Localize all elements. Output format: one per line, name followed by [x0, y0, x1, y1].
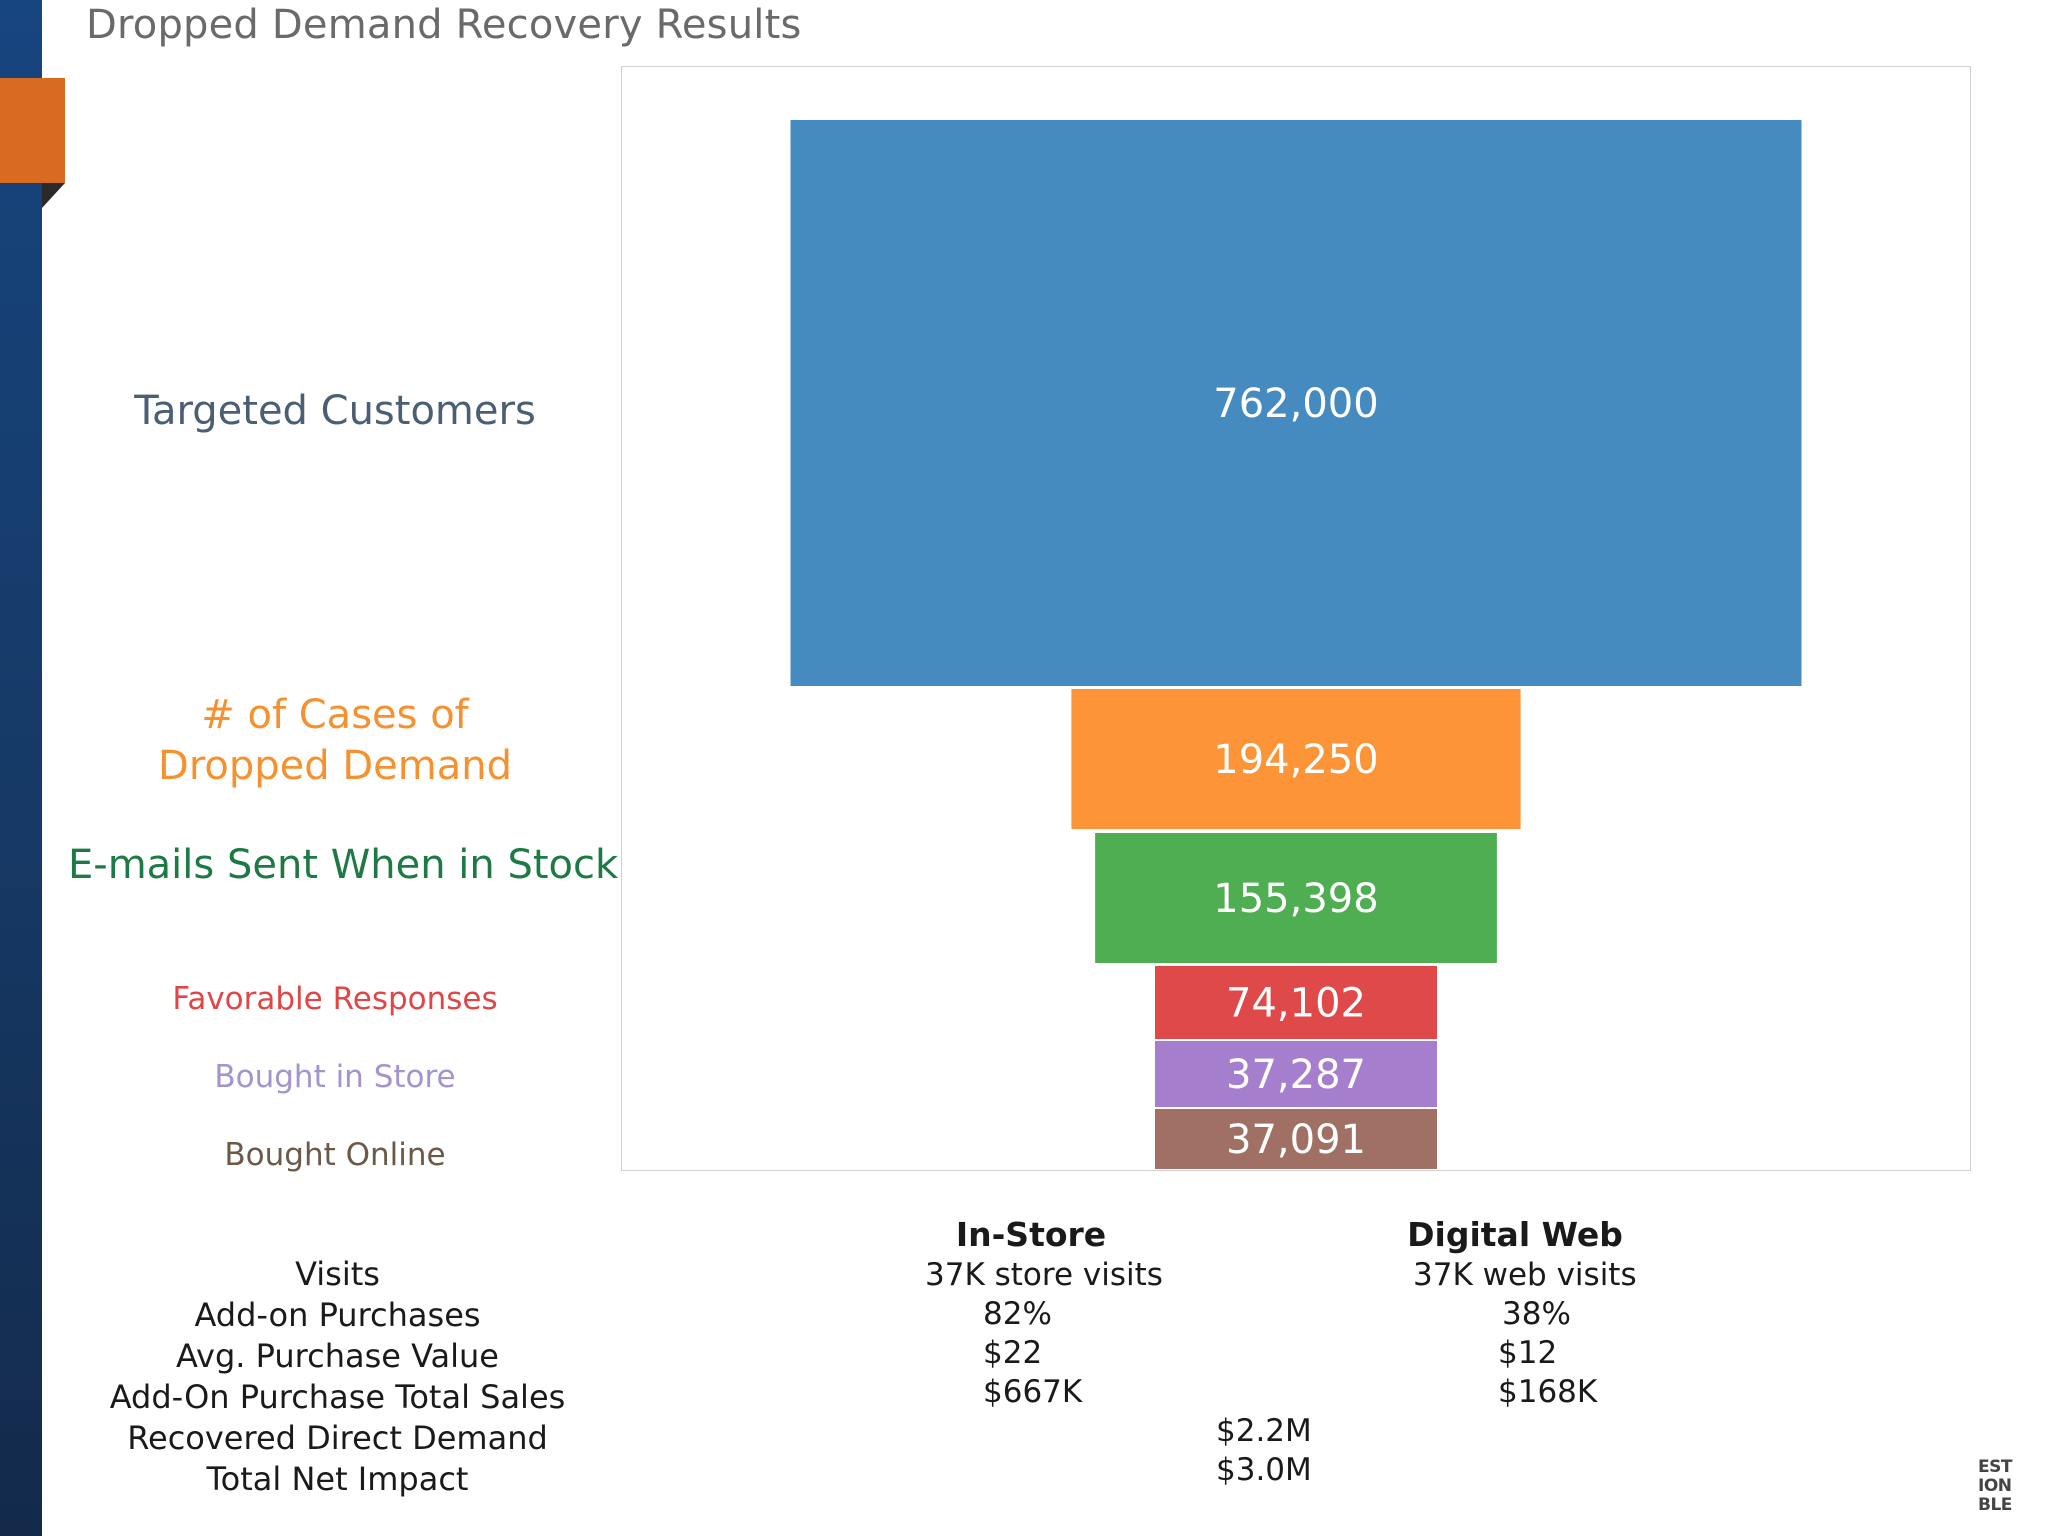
metrics-row-labels: Visits Add-on Purchases Avg. Purchase Va… [100, 1254, 575, 1500]
stage-label-text: # of Cases of Dropped Demand [158, 692, 512, 789]
page-title: Dropped Demand Recovery Results [86, 2, 802, 48]
funnel-bar-3 [1095, 833, 1497, 963]
orange-accent-block [0, 78, 65, 183]
web-visits: 37K web visits [1413, 1257, 1637, 1293]
row-label-total-net-impact: Total Net Impact [206, 1460, 469, 1498]
funnel-chart-frame: 762,000 194,250 155,398 74,102 37,287 37,091 [621, 66, 1971, 1171]
stage-label-text: Favorable Responses [172, 981, 498, 1017]
funnel-value-label-5: 37,287 [1226, 1052, 1366, 1098]
funnel-value-label-2: 194,250 [1213, 737, 1378, 783]
stage-label-text: Bought Online [224, 1137, 446, 1173]
stage-label-bought-in-store: Bought in Store [90, 1059, 580, 1095]
row-label-avg-purchase-value: Avg. Purchase Value [176, 1337, 499, 1375]
row-label-addon-total-sales: Add-On Purchase Total Sales [109, 1378, 566, 1416]
in-store-addon: 82% [983, 1296, 1052, 1332]
funnel-bar-5 [1155, 1041, 1437, 1107]
stage-label-bought-online: Bought Online [90, 1137, 580, 1173]
web-avg-value: $12 [1498, 1335, 1558, 1371]
funnel-chart: 762,000 194,250 155,398 74,102 37,287 37,091 [790, 120, 1802, 1169]
digital-web-header: Digital Web [1407, 1215, 1623, 1254]
side-accent-bar [0, 0, 42, 1536]
total-net-impact-value: $3.0M [1216, 1452, 1312, 1488]
in-store-avg-value: $22 [983, 1335, 1043, 1371]
row-label-recovered-demand: Recovered Direct Demand [127, 1419, 548, 1457]
company-logo: EST ION BLE [1978, 1458, 2018, 1515]
funnel-bar-2 [1071, 689, 1521, 829]
row-label-addon-purchases: Add-on Purchases [194, 1296, 481, 1334]
stage-label-favorable-responses: Favorable Responses [90, 981, 580, 1017]
in-store-total-sales: $667K [983, 1374, 1083, 1410]
recovered-direct-demand-value: $2.2M [1216, 1413, 1312, 1449]
funnel-value-label-1: 762,000 [1213, 381, 1378, 427]
web-addon: 38% [1502, 1296, 1571, 1332]
accent-shadow [42, 183, 65, 208]
stage-label-targeted-customers: Targeted Customers [90, 388, 580, 434]
stage-label-text: Bought in Store [214, 1059, 456, 1095]
stage-label-text: Targeted Customers [134, 388, 536, 434]
logo-line: BLE [1978, 1495, 2012, 1515]
stage-label-text: E-mails Sent When in Stock [68, 842, 619, 888]
stage-label-emails-sent: E-mails Sent When in Stock [68, 842, 618, 888]
logo-line: EST [1978, 1457, 2012, 1477]
funnel-value-label-3: 155,398 [1213, 876, 1378, 922]
funnel-bar-6 [1155, 1109, 1437, 1169]
stage-label-cases-dropped: # of Cases of Dropped Demand [110, 690, 560, 792]
web-total-sales: $168K [1498, 1374, 1598, 1410]
in-store-visits: 37K store visits [925, 1257, 1163, 1293]
funnel-value-label-6: 37,091 [1226, 1117, 1366, 1163]
in-store-header: In-Store [955, 1215, 1107, 1254]
funnel-bar-1 [790, 120, 1802, 686]
logo-line: ION [1978, 1476, 2012, 1496]
row-label-visits: Visits [295, 1255, 380, 1293]
funnel-value-label-4: 74,102 [1226, 981, 1366, 1027]
funnel-bar-4 [1155, 966, 1437, 1039]
